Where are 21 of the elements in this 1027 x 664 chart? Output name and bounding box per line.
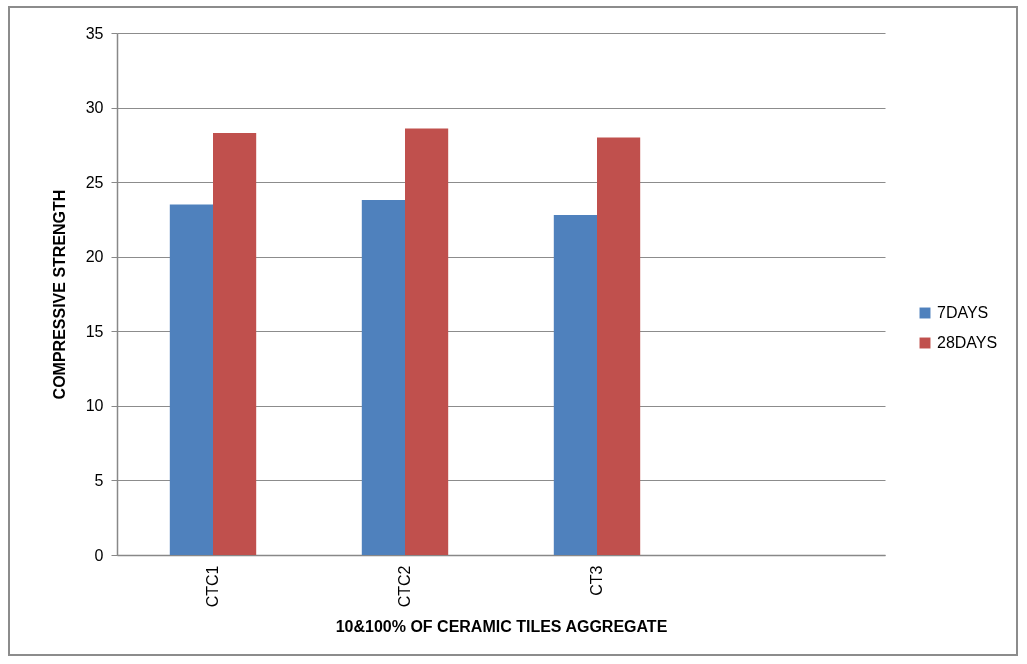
legend-label: 7DAYS: [937, 304, 989, 321]
y-tick-label: 0: [94, 546, 104, 564]
bar: [597, 137, 641, 555]
bar: [553, 214, 597, 555]
bar: [361, 200, 405, 555]
x-tick-label: CT3: [588, 565, 605, 596]
y-tick-label: 30: [85, 99, 104, 117]
x-tick-label: CTC2: [396, 565, 413, 608]
legend-label: 28DAYS: [937, 334, 998, 351]
y-tick-label: 15: [85, 322, 104, 340]
bar: [405, 128, 449, 555]
y-tick-label: 25: [85, 173, 104, 191]
bar: [213, 132, 257, 555]
y-tick-label: 10: [85, 397, 104, 415]
y-tick-label: 35: [85, 24, 104, 42]
y-tick-label: 5: [94, 471, 104, 489]
x-tick-label: CTC1: [204, 565, 221, 608]
x-axis-title: 10&100% OF CERAMIC TILES AGGREGATE: [335, 618, 668, 636]
y-tick-label: 20: [85, 248, 104, 266]
bar: [169, 204, 213, 555]
y-axis-title: COMPRESSIVE STRENGTH: [50, 189, 68, 400]
